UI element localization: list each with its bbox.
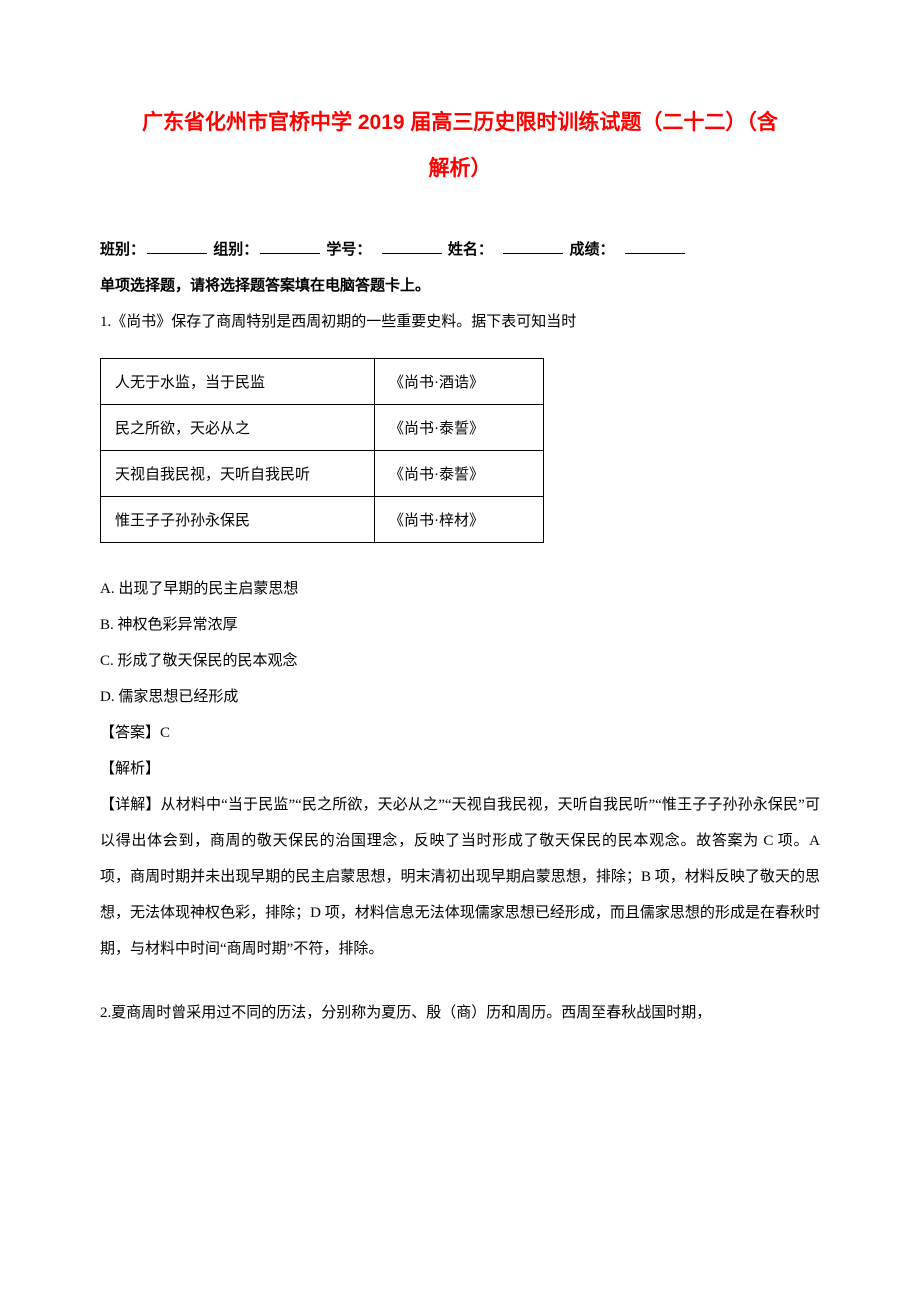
option-b: B. 神权色彩异常浓厚 [100,607,820,643]
q2-stem: 2.夏商周时曾采用过不同的历法，分别称为夏历、殷（商）历和周历。西周至春秋战国时… [100,995,820,1031]
table-cell: 《尚书·泰誓》 [375,451,544,497]
blank-score [625,238,685,254]
table-cell: 天视自我民视，天听自我民听 [101,451,375,497]
title-line-2: 解析） [100,146,820,192]
label-name: 姓名： [448,241,493,258]
table-row: 天视自我民视，天听自我民听 《尚书·泰誓》 [101,451,544,497]
option-d: D. 儒家思想已经形成 [100,679,820,715]
blank-group [260,238,320,254]
option-a: A. 出现了早期的民主启蒙思想 [100,571,820,607]
q1-stem: 1.《尚书》保存了商周特别是西周初期的一些重要史料。据下表可知当时 [100,304,820,340]
label-group: 组别： [213,241,258,258]
title-line-1: 广东省化州市官桥中学 2019 届高三历史限时训练试题（二十二）（含 [100,100,820,146]
blank-class [147,238,207,254]
q1-table: 人无于水监，当于民监 《尚书·酒诰》 民之所欲，天必从之 《尚书·泰誓》 天视自… [100,358,544,543]
table-cell: 人无于水监，当于民监 [101,359,375,405]
blank-name [503,238,563,254]
form-line: 班别： 组别： 学号： 姓名： 成绩： [100,232,820,268]
document-title: 广东省化州市官桥中学 2019 届高三历史限时训练试题（二十二）（含 解析） [100,100,820,192]
table-cell: 惟王子子孙孙永保民 [101,497,375,543]
label-score: 成绩： [569,241,614,258]
table-row: 人无于水监，当于民监 《尚书·酒诰》 [101,359,544,405]
q1-detail: 【详解】从材料中“当于民监”“民之所欲，天必从之”“天视自我民视，天听自我民听”… [100,787,820,967]
label-student-no: 学号： [326,241,371,258]
document-page: 广东省化州市官桥中学 2019 届高三历史限时训练试题（二十二）（含 解析） 班… [0,0,920,1091]
table-cell: 《尚书·泰誓》 [375,405,544,451]
table-cell: 《尚书·酒诰》 [375,359,544,405]
q1-answer: 【答案】C [100,715,820,751]
q1-analysis-label: 【解析】 [100,751,820,787]
q1-options: A. 出现了早期的民主启蒙思想 B. 神权色彩异常浓厚 C. 形成了敬天保民的民… [100,571,820,715]
instruction-line: 单项选择题，请将选择题答案填在电脑答题卡上。 [100,268,820,304]
table-cell: 《尚书·梓材》 [375,497,544,543]
table-row: 民之所欲，天必从之 《尚书·泰誓》 [101,405,544,451]
blank-student-no [382,238,442,254]
option-c: C. 形成了敬天保民的民本观念 [100,643,820,679]
table-cell: 民之所欲，天必从之 [101,405,375,451]
table-row: 惟王子子孙孙永保民 《尚书·梓材》 [101,497,544,543]
label-class: 班别： [100,241,145,258]
